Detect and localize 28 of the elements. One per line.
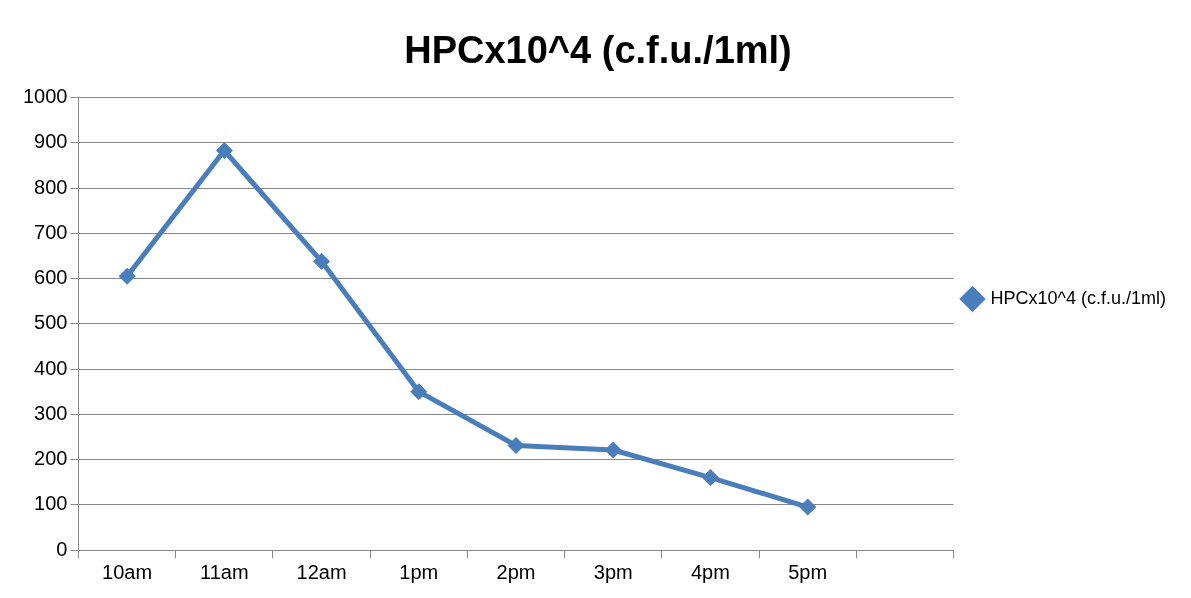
- y-tick-label: 100: [34, 492, 68, 515]
- x-tick-label: 12am: [296, 560, 347, 583]
- point: [410, 383, 428, 401]
- point: [215, 142, 233, 160]
- x-tick-label: 4pm: [691, 560, 730, 583]
- x-tick-label: 2pm: [496, 560, 536, 583]
- point: [507, 437, 525, 454]
- point: [313, 252, 331, 270]
- y-tick-label: 500: [34, 311, 68, 334]
- y-tick-label: 900: [34, 130, 68, 153]
- point: [799, 498, 817, 516]
- y-tick-label: 800: [34, 175, 68, 198]
- point: [701, 469, 719, 487]
- y-tick-label: 700: [34, 220, 68, 243]
- y-tick-label: 600: [34, 266, 68, 289]
- y-tick-label: 300: [34, 401, 68, 424]
- x-tick-label: 5pm: [788, 560, 828, 583]
- chart-title: HPCx10^4 (c.f.u./1ml): [404, 29, 792, 72]
- y-tick-label: 400: [34, 356, 68, 379]
- x-tick-label: 11am: [200, 560, 249, 583]
- y-tick-label: 0: [56, 537, 68, 560]
- point: [118, 267, 136, 285]
- x-tick-label: 3pm: [593, 560, 633, 583]
- y-tick-label: 200: [34, 447, 68, 470]
- x-tick-label: 10am: [102, 560, 153, 583]
- y-tick-label: 1000: [22, 85, 68, 108]
- legend-label: HPCx10^4 (c.f.u./1ml): [990, 287, 1167, 308]
- x-tick-label: 1pm: [399, 560, 439, 583]
